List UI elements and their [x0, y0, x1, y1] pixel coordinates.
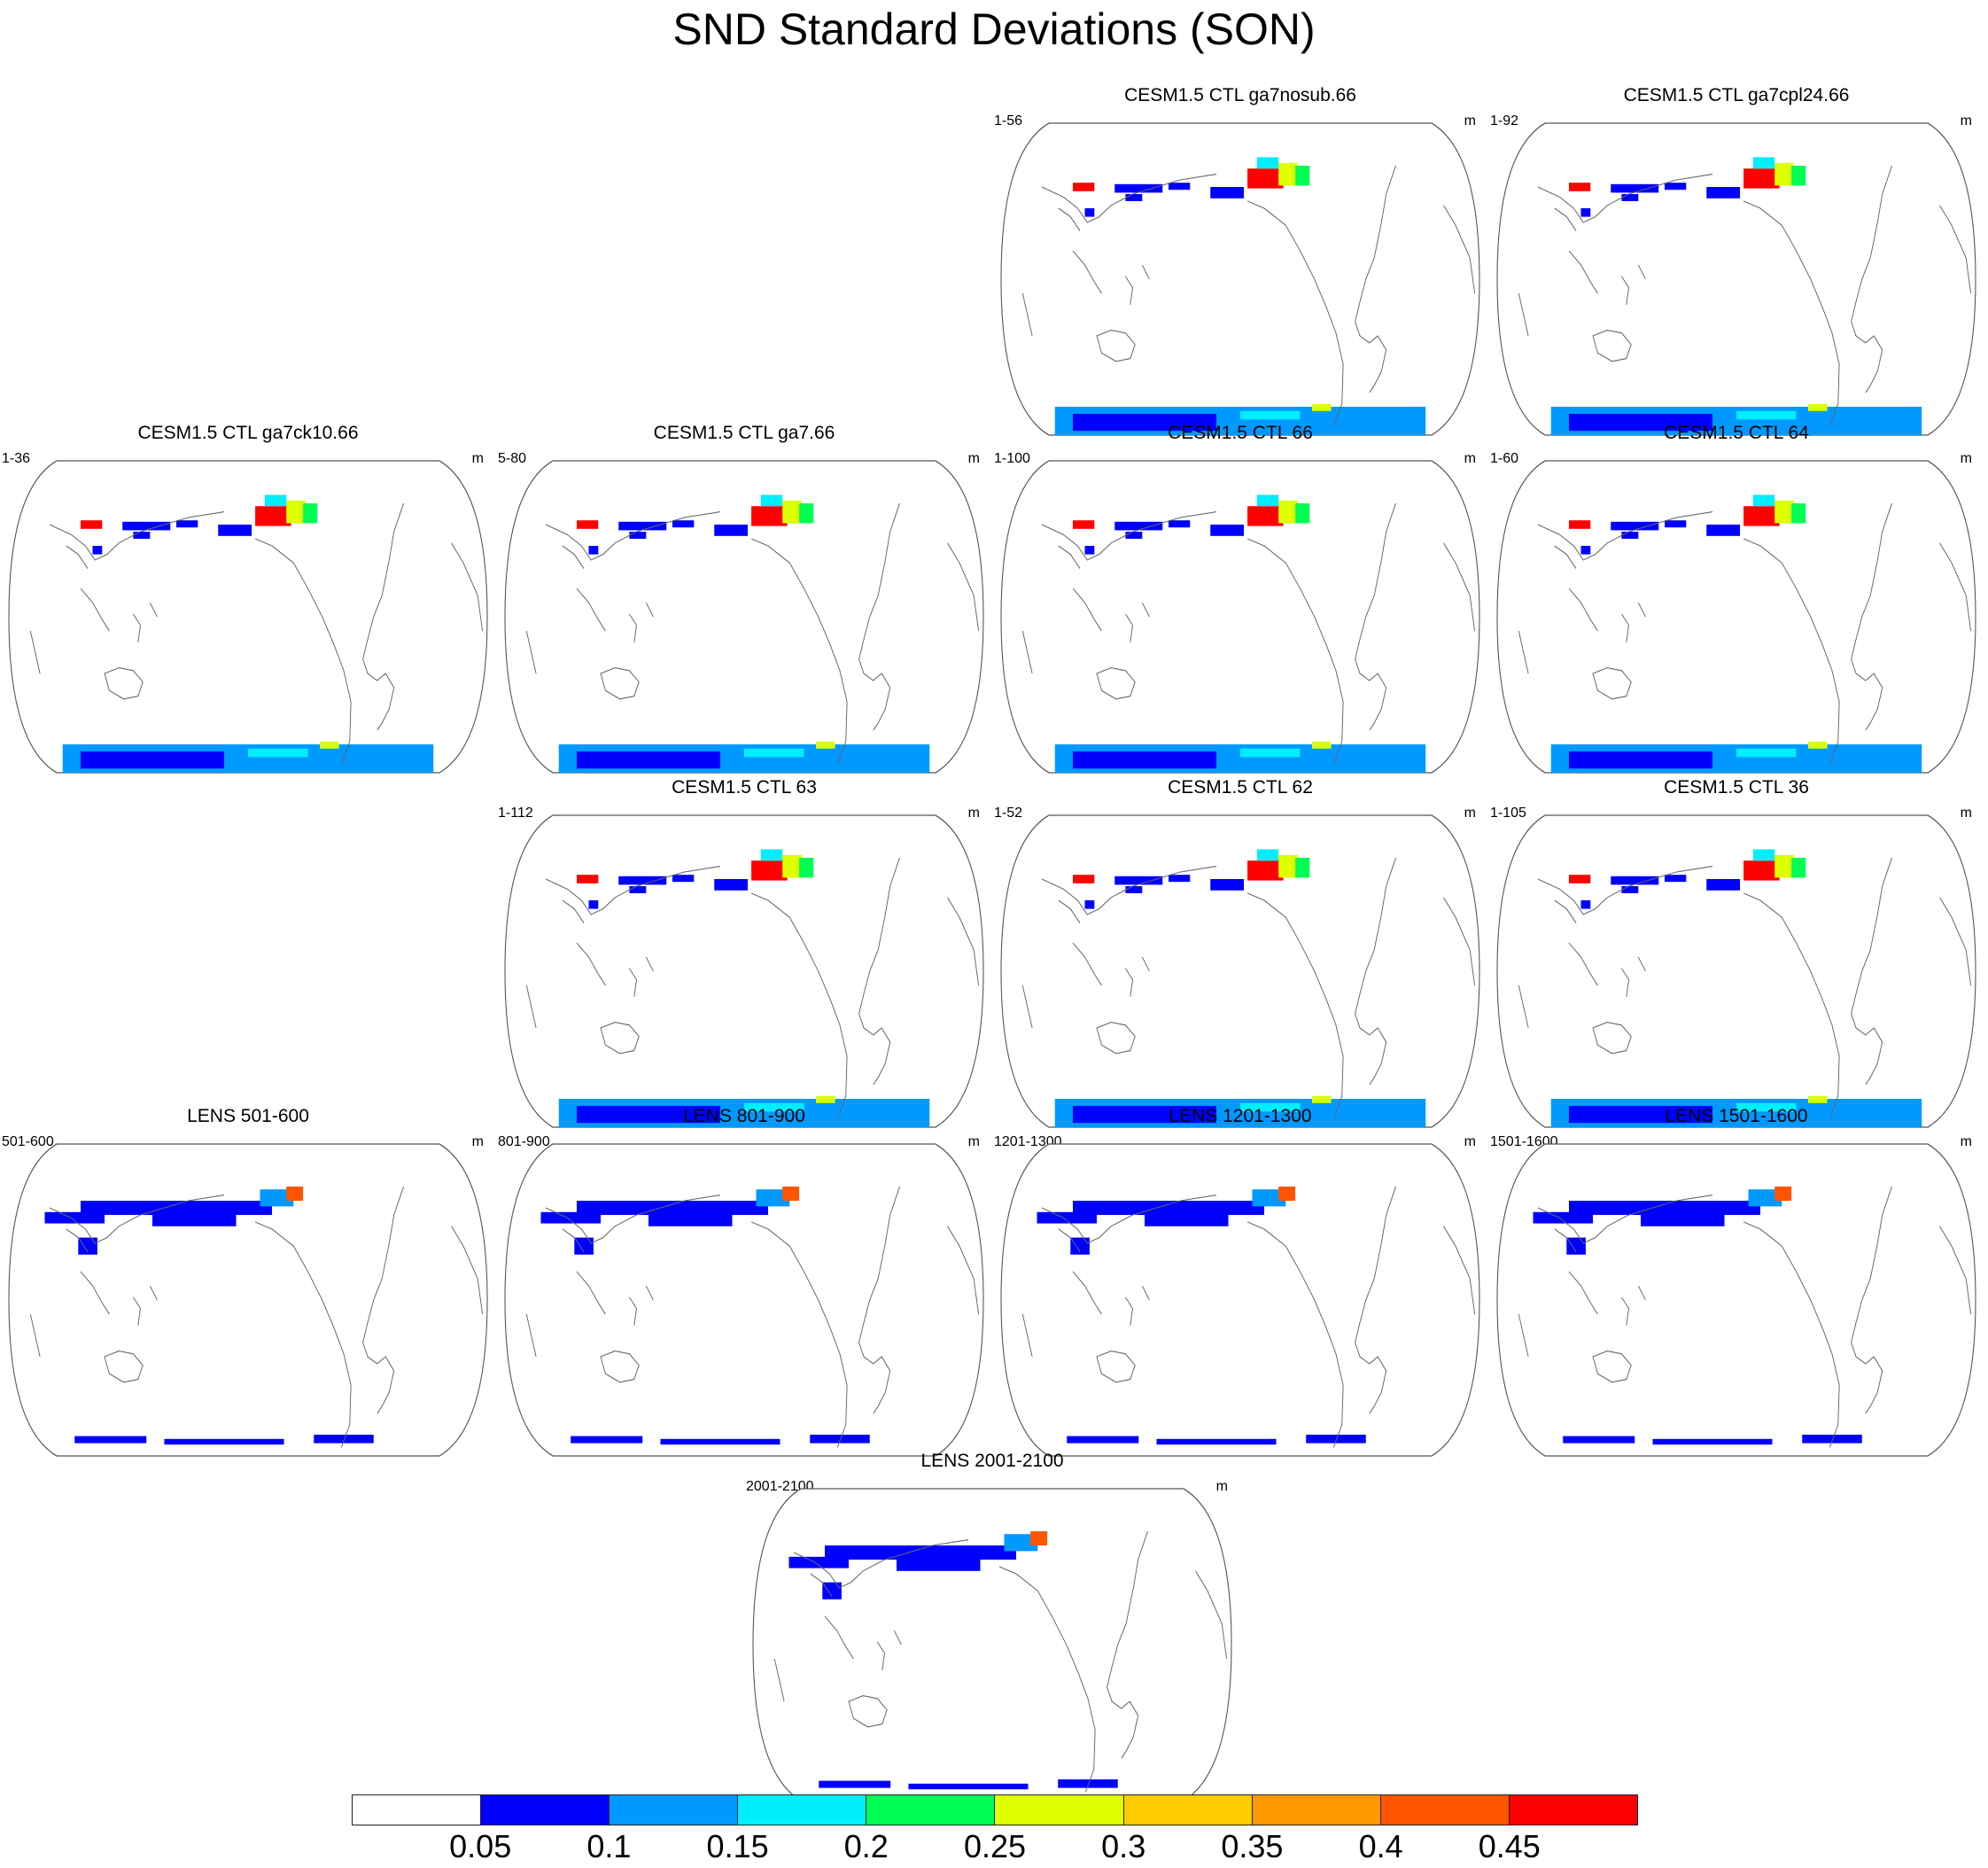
- panel-units: m: [471, 451, 484, 466]
- world-map: [1000, 814, 1480, 1128]
- map-panel: CESM1.5 CTL 36 1-105 m: [1488, 776, 1984, 1140]
- panel-title: CESM1.5 CTL ga7nosub.66: [1124, 85, 1356, 105]
- colorbar-box: [1509, 1795, 1637, 1825]
- map-panel: CESM1.5 CTL 66 1-100 m: [992, 422, 1488, 785]
- colorbar-box: [353, 1795, 482, 1825]
- map-panel: CESM1.5 CTL 63 1-112 m: [496, 776, 992, 1140]
- world-map: [8, 1143, 488, 1457]
- panel-title: LENS 501-600: [187, 1106, 309, 1126]
- map-panel: CESM1.5 CTL ga7ck10.66 1-36 m: [0, 422, 496, 785]
- panel-title: LENS 2001-2100: [920, 1451, 1064, 1471]
- colorbar-box: [481, 1795, 610, 1825]
- world-map: [752, 1488, 1232, 1802]
- panel-year-range: 1-60: [1490, 451, 1519, 466]
- colorbar-box: [610, 1795, 739, 1825]
- panel-year-range: 1-56: [994, 113, 1023, 128]
- panel-title: LENS 1501-1600: [1665, 1106, 1808, 1126]
- colorbar-box: [1252, 1795, 1381, 1825]
- panel-units: m: [1464, 806, 1476, 821]
- map-panel: LENS 2001-2100 2001-2100 m: [744, 1450, 1240, 1813]
- panel-title: CESM1.5 CTL 63: [672, 777, 817, 798]
- panel-year-range: 1-100: [994, 451, 1030, 466]
- panel-title: CESM1.5 CTL 64: [1664, 423, 1809, 443]
- colorbar-tick-label: 0.35: [1221, 1828, 1284, 1864]
- panel-year-range: 801-900: [498, 1134, 550, 1149]
- panel-units: m: [967, 451, 980, 466]
- panel-year-range: 1501-1600: [1490, 1134, 1558, 1149]
- colorbar-labels: 0.05 0.1 0.15 0.2 0.25 0.3 0.35 0.4 0.45: [352, 1827, 1638, 1866]
- panel-units: m: [1215, 1479, 1228, 1494]
- world-map: [504, 814, 984, 1128]
- colorbar-box: [866, 1795, 996, 1825]
- world-map: [1496, 1143, 1976, 1457]
- world-map: [1000, 460, 1480, 774]
- panel-title: CESM1.5 CTL ga7.66: [653, 423, 835, 443]
- panel-units: m: [967, 1134, 980, 1149]
- figure-title: SND Standard Deviations (SON): [672, 4, 1316, 54]
- colorbar-box: [1380, 1795, 1510, 1825]
- panel-units: m: [1960, 451, 1972, 466]
- colorbar-box: [1123, 1795, 1253, 1825]
- panel-title: CESM1.5 CTL 36: [1664, 777, 1809, 798]
- panel-year-range: 1-52: [994, 806, 1023, 821]
- map-panel: CESM1.5 CTL ga7.66 5-80 m: [496, 422, 992, 785]
- world-map: [1496, 122, 1976, 436]
- panel-year-range: 501-600: [2, 1134, 54, 1149]
- panel-units: m: [1960, 113, 1972, 128]
- panel-units: m: [1960, 1134, 1972, 1149]
- colorbar-box: [995, 1795, 1124, 1825]
- panel-title: CESM1.5 CTL ga7cpl24.66: [1623, 85, 1850, 105]
- colorbar-tick-label: 0.45: [1478, 1828, 1541, 1864]
- panel-year-range: 2001-2100: [746, 1479, 814, 1494]
- panel-title: LENS 1201-1300: [1169, 1106, 1312, 1126]
- colorbar-tick-label: 0.3: [1101, 1828, 1146, 1864]
- colorbar-tick-label: 0.1: [586, 1828, 632, 1864]
- map-panel: LENS 1501-1600 1501-1600 m: [1488, 1105, 1984, 1468]
- panel-title: LENS 801-900: [683, 1106, 805, 1126]
- panel-year-range: 1-105: [1490, 806, 1526, 821]
- panel-units: m: [471, 1134, 484, 1149]
- panel-units: m: [967, 806, 980, 821]
- map-panel: CESM1.5 CTL 64 1-60 m: [1488, 422, 1984, 785]
- panel-units: m: [1464, 451, 1476, 466]
- world-map: [8, 460, 488, 774]
- panel-year-range: 1-92: [1490, 113, 1519, 128]
- colorbar-tick-label: 0.2: [843, 1828, 889, 1864]
- world-map: [504, 1143, 984, 1457]
- panel-year-range: 1201-1300: [994, 1134, 1062, 1149]
- colorbar-box: [738, 1795, 867, 1825]
- map-panel: CESM1.5 CTL 62 1-52 m: [992, 776, 1488, 1140]
- panel-year-range: 5-80: [498, 451, 527, 466]
- panel-year-range: 1-112: [498, 806, 533, 821]
- colorbar-tick-label: 0.05: [449, 1828, 512, 1864]
- panel-units: m: [1960, 806, 1972, 821]
- panel-title: CESM1.5 CTL ga7ck10.66: [137, 423, 359, 443]
- world-map: [1000, 1143, 1480, 1457]
- panel-year-range: 1-36: [2, 451, 31, 466]
- colorbar-tick-label: 0.4: [1358, 1828, 1403, 1864]
- map-panel: LENS 1201-1300 1201-1300 m: [992, 1105, 1488, 1468]
- map-panel: CESM1.5 CTL ga7nosub.66 1-56 m: [992, 84, 1488, 448]
- panel-units: m: [1464, 113, 1476, 128]
- world-map: [1496, 460, 1976, 774]
- map-panel: CESM1.5 CTL ga7cpl24.66 1-92 m: [1488, 84, 1984, 448]
- map-panel: LENS 801-900 801-900 m: [496, 1105, 992, 1468]
- world-map: [504, 460, 984, 774]
- panel-title: CESM1.5 CTL 66: [1168, 423, 1313, 443]
- colorbar: [352, 1794, 1638, 1825]
- colorbar-tick-label: 0.15: [706, 1828, 769, 1864]
- colorbar-tick-label: 0.25: [963, 1828, 1027, 1864]
- panel-title: CESM1.5 CTL 62: [1168, 777, 1313, 798]
- world-map: [1496, 814, 1976, 1128]
- panel-units: m: [1464, 1134, 1476, 1149]
- map-panel: LENS 501-600 501-600 m: [0, 1105, 496, 1468]
- world-map: [1000, 122, 1480, 436]
